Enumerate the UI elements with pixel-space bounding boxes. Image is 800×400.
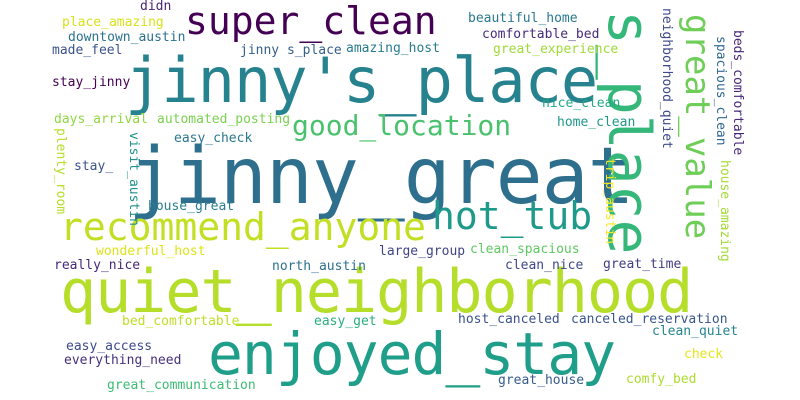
cloud-word: stay_: [74, 159, 114, 174]
cloud-word: great_value: [677, 14, 717, 240]
cloud-word: automated_posting: [157, 112, 291, 127]
cloud-word: clean_quiet: [652, 324, 739, 339]
cloud-word: comfortable_bed: [482, 27, 600, 42]
cloud-word: everything_need: [64, 353, 182, 368]
cloud-word: jinny_great: [128, 132, 635, 222]
cloud-word: visit_austin: [126, 132, 141, 226]
cloud-word: plenty_room: [53, 128, 68, 215]
cloud-word: host_canceled: [458, 312, 560, 327]
cloud-word: easy_get: [314, 314, 377, 329]
cloud-word: check: [684, 347, 724, 362]
cloud-word: great_experience: [493, 42, 619, 57]
cloud-word: downtown_austin: [68, 30, 186, 45]
cloud-word: large_group: [379, 244, 466, 259]
cloud-word: beautiful_home: [468, 11, 578, 26]
cloud-word: wonderful_host: [96, 244, 206, 259]
cloud-word: home_clean: [557, 115, 636, 130]
cloud-word: house_great: [148, 199, 235, 214]
cloud-word: canceled_reservation: [571, 312, 728, 327]
cloud-word: enjoyed_stay: [208, 320, 616, 388]
cloud-word: nice_clean: [542, 96, 621, 111]
cloud-word: beds_comfortable: [730, 30, 745, 156]
cloud-word: easy_check: [174, 131, 253, 146]
cloud-word: great_house: [498, 373, 585, 388]
cloud-word: great_communication: [107, 378, 256, 393]
cloud-word: comfy_bed: [626, 372, 697, 387]
cloud-word: stay_jinny: [52, 75, 131, 90]
cloud-word: place_amazing: [62, 15, 164, 30]
cloud-word: jinny s_place: [240, 43, 342, 58]
cloud-word: made_feel: [52, 43, 123, 58]
cloud-word: s_place: [595, 10, 663, 255]
cloud-word: amazing_host: [346, 41, 440, 56]
cloud-word: great_time: [603, 257, 682, 272]
cloud-word: quiet_neighborhood: [60, 257, 693, 327]
cloud-word: north_austin: [272, 259, 366, 274]
cloud-word: trip_austin: [602, 158, 617, 245]
cloud-word: neighborhood_quiet: [659, 8, 674, 149]
cloud-word: hot_tub: [432, 194, 593, 238]
cloud-word: didn: [140, 0, 172, 14]
cloud-word: good_location: [292, 109, 512, 142]
cloud-word: bed_comfortable: [122, 314, 240, 329]
cloud-word: house_amazing: [717, 160, 732, 262]
cloud-word: jinny's_place: [125, 44, 598, 117]
cloud-word: clean_nice: [505, 258, 584, 273]
cloud-word: easy_access: [66, 339, 153, 354]
cloud-word: recommend_anyone: [60, 205, 427, 249]
cloud-word: really_nice: [54, 258, 141, 273]
cloud-word: spacious_clean: [713, 36, 728, 146]
cloud-word: days_arrival: [54, 112, 148, 127]
cloud-word: clean_spacious: [470, 242, 580, 257]
cloud-word: super_clean: [185, 0, 437, 43]
